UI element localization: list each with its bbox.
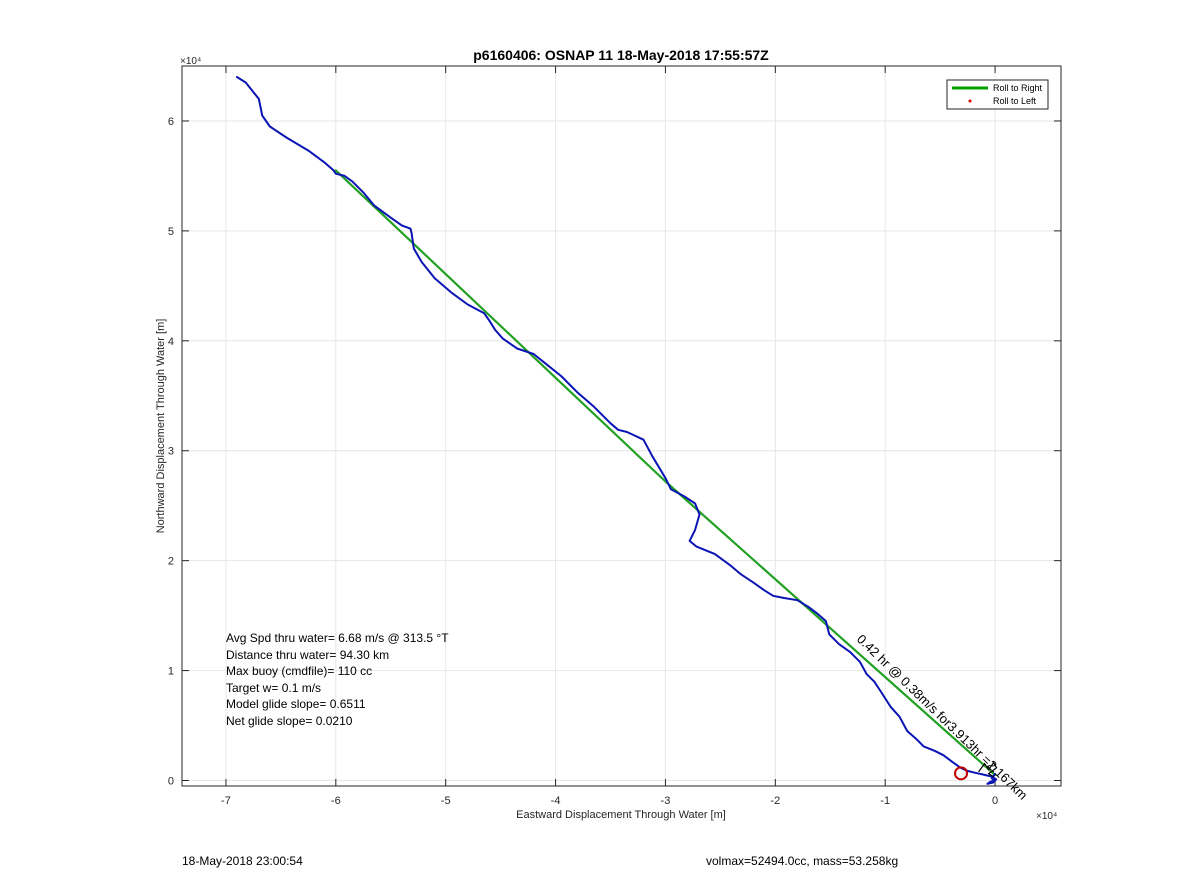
info-line: Target w= 0.1 m/s [226,681,321,695]
x-tick-label: -4 [551,795,561,807]
plot-area-frame [181,65,1062,787]
track-annotation: 0.42 hr @ 0.38m/s for3.913hr =2.167km [854,631,1031,802]
legend: Roll to Right Roll to Left [946,79,1049,110]
x-tick-label: -2 [770,795,780,807]
series-line-roll-to-right [334,169,997,777]
legend-label: Roll to Right [993,83,1043,93]
y-tick-label: 5 [168,226,174,238]
marker-layer [954,761,998,781]
series-line-track [235,76,998,785]
x-axis-label: Eastward Displacement Through Water [m] [516,809,726,821]
footer-volmax-mass: volmax=52494.0cc, mass=53.258kg [706,854,899,868]
y-tick-label: 1 [168,666,174,678]
y-tick-label: 4 [168,336,174,348]
info-line: Max buoy (cmdfile)= 110 cc [226,664,372,678]
footer-timestamp: 18-May-2018 23:00:54 [182,854,303,868]
y-axis-label: Northward Displacement Through Water [m] [155,319,167,534]
segment-arrows [978,761,998,778]
info-line: Avg Spd thru water= 6.68 m/s @ 313.5 °T [226,631,449,645]
x-tick-label: -1 [880,795,890,807]
x-exponent-label: ×10⁴ [1036,811,1057,822]
y-tick-label: 6 [168,116,174,128]
x-tick-label: -3 [661,795,671,807]
legend-swatch-dot [968,99,972,103]
chart-title: p6160406: OSNAP 11 18-May-2018 17:55:57Z [473,47,769,63]
grid-lines [182,66,1061,786]
axis-ticks: -7 -6 -5 -4 -3 -2 -1 0 0 1 2 3 4 5 6 [168,66,1061,807]
x-tick-label: -6 [331,795,341,807]
series-layer [235,76,998,785]
start-marker [954,766,969,781]
y-tick-label: 3 [168,446,174,458]
x-tick-label: -5 [441,795,451,807]
y-tick-label: 0 [168,776,174,788]
y-tick-label: 2 [168,556,174,568]
legend-label: Roll to Left [993,96,1037,106]
info-line: Distance thru water= 94.30 km [226,648,389,662]
info-line: Model glide slope= 0.6511 [226,697,366,711]
x-tick-label: 0 [992,795,998,807]
legend-box [946,79,1049,110]
x-tick-label: -7 [221,795,231,807]
y-exponent-label: ×10⁴ [180,56,201,67]
info-line: Net glide slope= 0.0210 [226,714,353,728]
info-text-block: Avg Spd thru water= 6.68 m/s @ 313.5 °T … [226,631,449,728]
